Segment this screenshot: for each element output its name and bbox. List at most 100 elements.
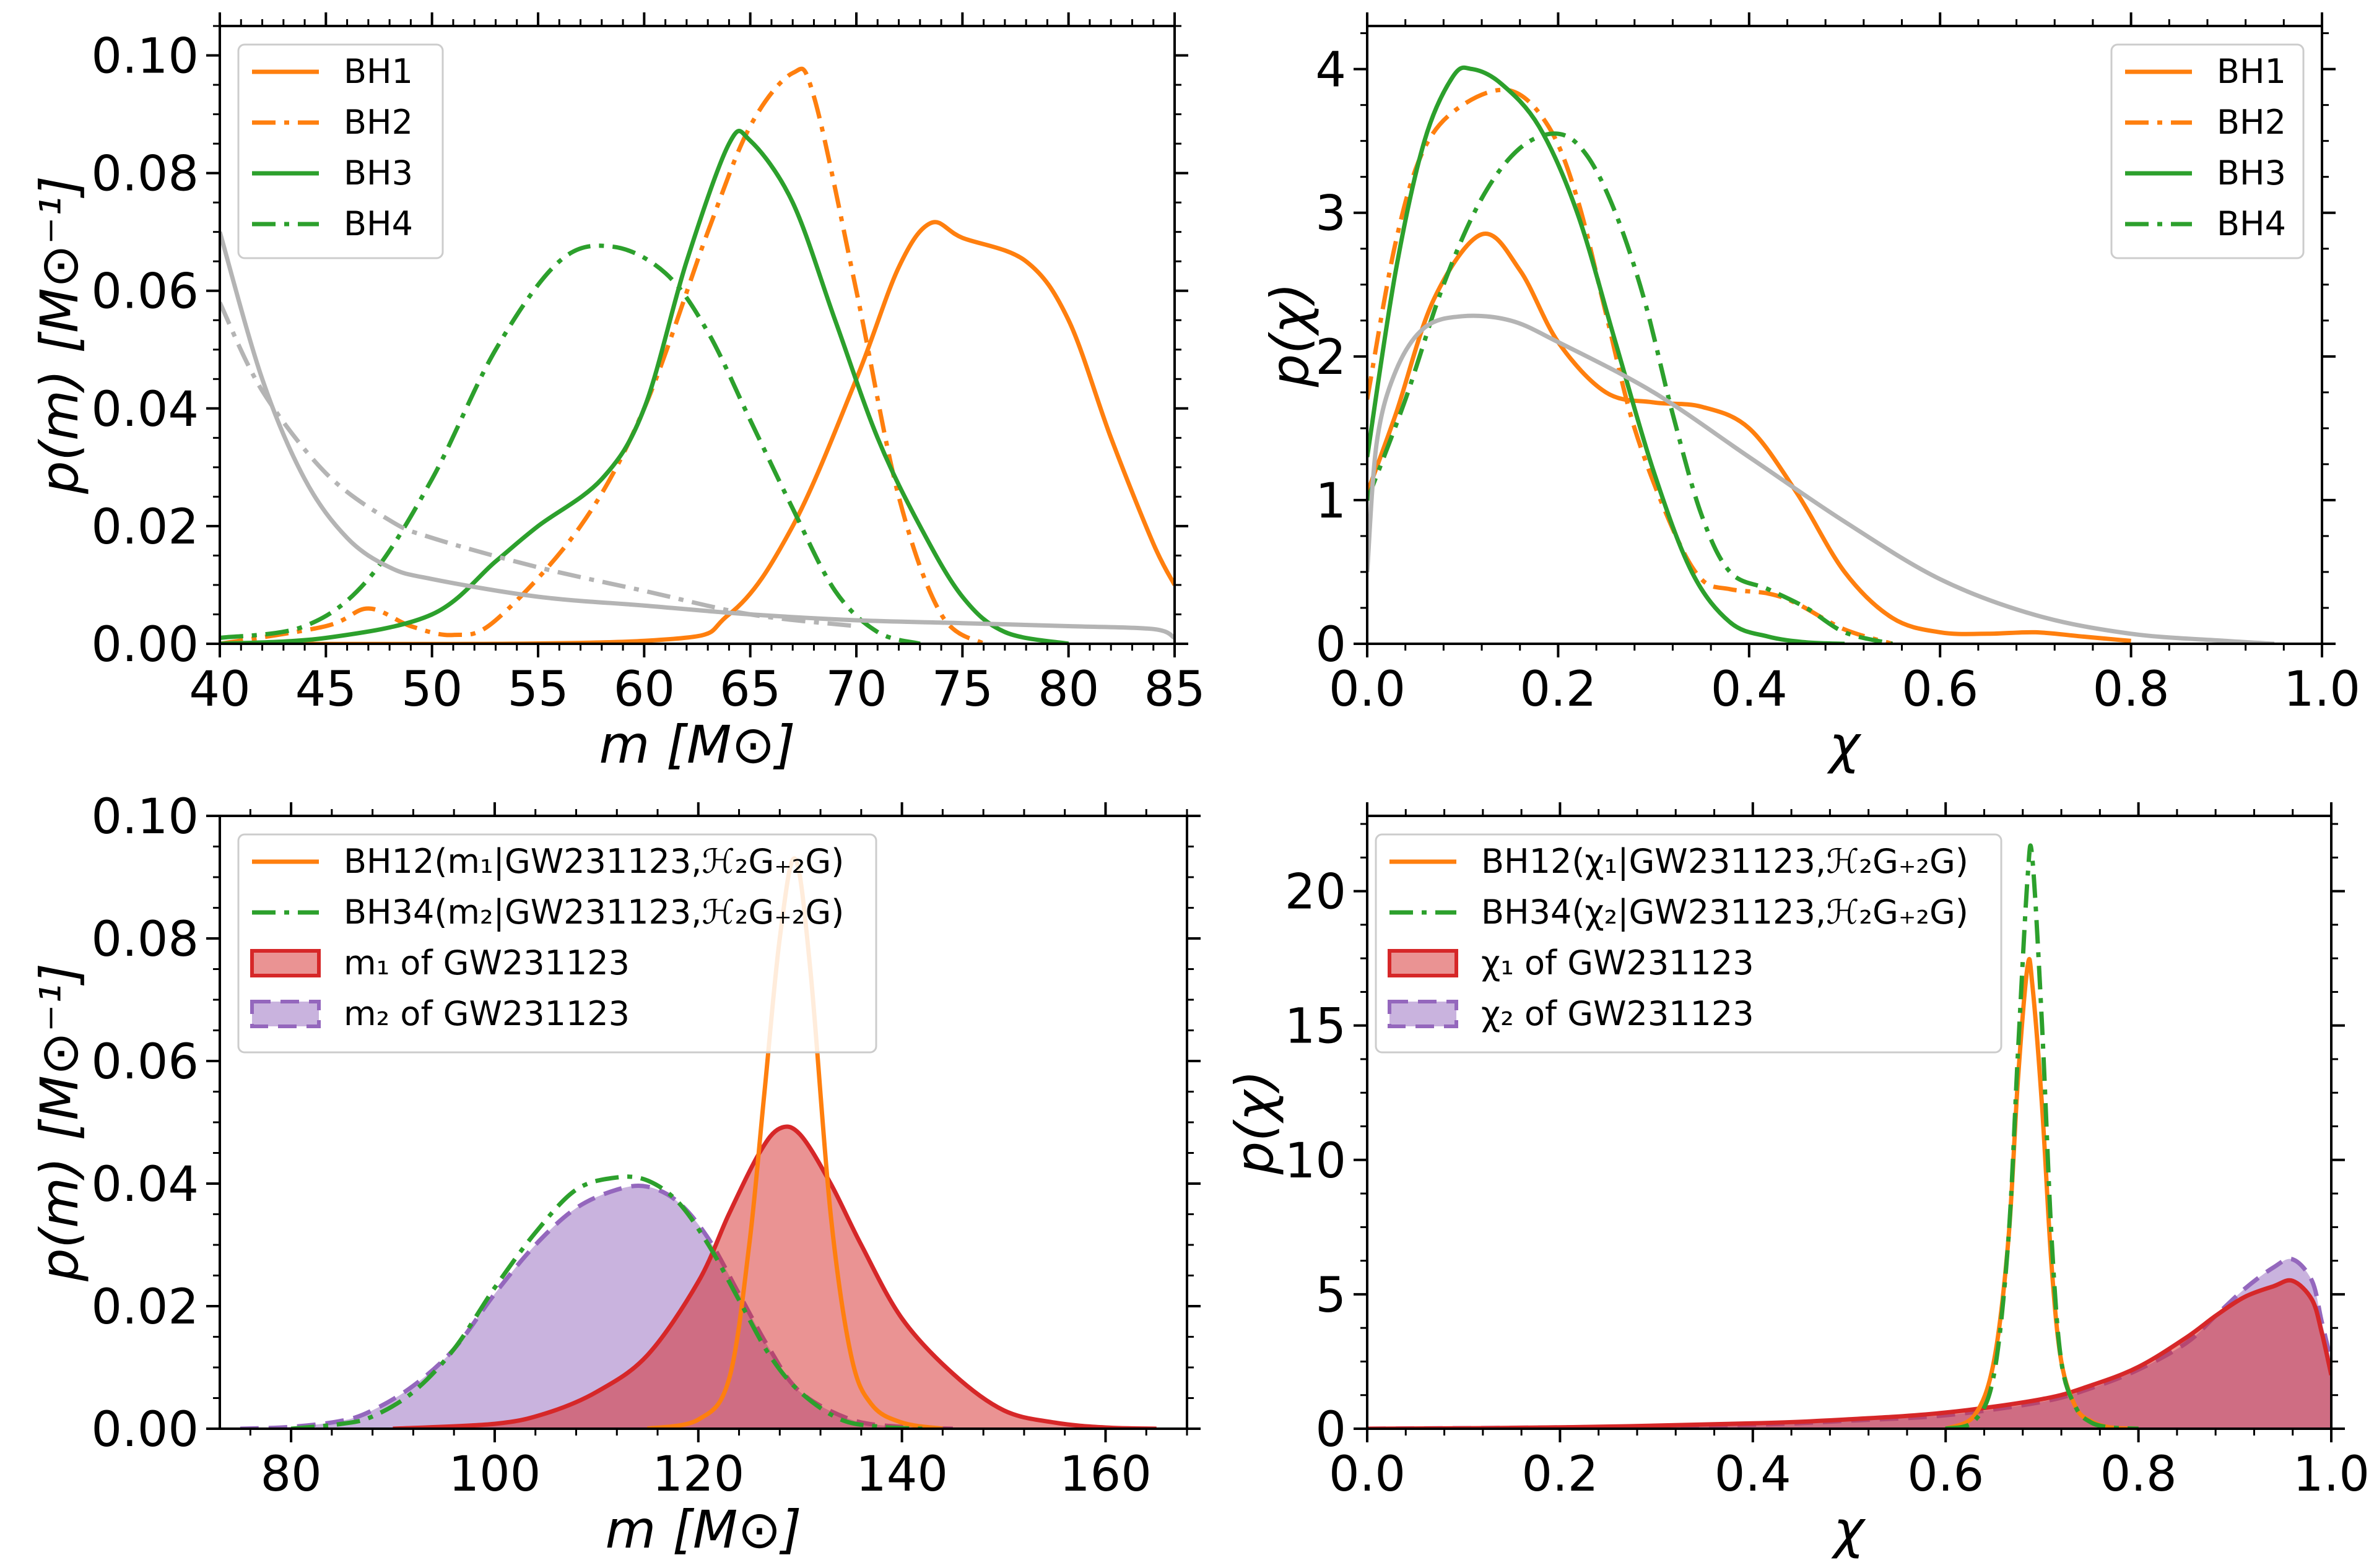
x-tick-label: 50: [401, 662, 463, 717]
y-tick-label: 0.06: [91, 1034, 199, 1090]
y-tick-label: 15: [1285, 999, 1346, 1055]
x-tick-label: 140: [856, 1447, 948, 1502]
series-line-1: [220, 66, 985, 644]
x-tick-label: 0.4: [1715, 1447, 1791, 1502]
legend-patch: [250, 949, 321, 977]
x-tick-label: 0.0: [1329, 662, 1406, 717]
y-axis-label: p(m) [M⊙⁻¹]: [29, 963, 90, 1282]
series-line-0: [1367, 232, 2131, 643]
axes-frame: [1366, 25, 2323, 645]
legend-label: χ₂ of GW231123: [1481, 994, 1754, 1033]
legend: BH1 BH2 BH3 BH4: [2110, 43, 2305, 259]
y-tick-label: 0.04: [91, 1157, 199, 1213]
panel-spin-gw231123: 0.0 0.2 0.4 0.6 0.8 1.0 0 5 10 15 20 χ p(χ) BH12(χ₁|G…: [1224, 802, 2370, 1560]
x-axis-label: χ: [1831, 1499, 1866, 1560]
legend-label: χ₁ of GW231123: [1481, 943, 1754, 982]
plot-area: [220, 66, 1175, 644]
y-tick-label: 0.08: [91, 912, 199, 968]
x-axis-label: m [M⊙]: [606, 1499, 802, 1560]
series-line-0: [240, 1184, 953, 1429]
legend-label: BH12(m₁|GW231123,ℋ₂G₊₂G): [344, 842, 844, 881]
x-tick-label: 0.8: [2100, 1447, 2177, 1502]
y-tick-label: 0.02: [91, 500, 199, 555]
series-line-3: [220, 243, 921, 644]
legend-label: BH12(χ₁|GW231123,ℋ₂G₊₂G): [1481, 842, 1968, 881]
legend: BH12(m₁|GW231123,ℋ₂G₊₂G) BH34(m₂|GW231123…: [237, 833, 877, 1054]
series-line-4: [1367, 313, 2275, 644]
legend-label: BH4: [2217, 204, 2286, 243]
series-line-3: [290, 1174, 923, 1429]
y-tick-label: 5: [1315, 1268, 1346, 1323]
y-axis-label: p(χ): [1259, 283, 1320, 388]
x-tick-label: 40: [189, 662, 250, 717]
x-tick-label: 0.2: [1520, 662, 1596, 717]
series-line-1: [1367, 87, 1894, 644]
x-tick-label: 1.0: [2284, 662, 2360, 717]
x-tick-label: 80: [1038, 662, 1099, 717]
legend-label: BH3: [2217, 154, 2286, 193]
series-line-1: [1367, 1278, 2331, 1429]
y-tick-label: 0: [1315, 617, 1346, 673]
series-line-1: [393, 1124, 1157, 1429]
series-line-3: [1367, 131, 1893, 644]
x-tick-label: 70: [825, 662, 887, 717]
legend: BH1 BH2 BH3 BH4: [237, 43, 444, 259]
x-tick-label: 0.0: [1329, 1447, 1406, 1502]
y-tick-label: 0.04: [91, 382, 199, 438]
series-line-2: [220, 129, 1069, 644]
legend: BH12(χ₁|GW231123,ℋ₂G₊₂G) BH34(χ₂|GW231123…: [1375, 833, 2002, 1054]
series-fill-1: [1367, 1280, 2331, 1429]
legend-label: BH2: [344, 103, 413, 142]
y-tick-label: 0.10: [91, 29, 199, 85]
panel-mass-bh: 40 45 50 55 60 65 70 75 80 85 0.00 0.02 0.04 0.06 0.08…: [29, 12, 1206, 775]
x-tick-label: 1.0: [2293, 1447, 2370, 1502]
legend-label: m₁ of GW231123: [344, 943, 630, 982]
x-axis-label: χ: [1827, 714, 1862, 775]
x-tick-label: 45: [295, 662, 357, 717]
x-tick-label: 120: [652, 1447, 744, 1502]
x-tick-label: 160: [1059, 1447, 1152, 1502]
legend-patch: [1388, 1000, 1458, 1028]
y-tick-label: 0.00: [91, 1402, 199, 1458]
x-tick-label: 100: [448, 1447, 541, 1502]
y-axis-label: p(m) [M⊙⁻¹]: [29, 176, 90, 495]
y-tick-label: 4: [1315, 43, 1346, 98]
y-tick-label: 0.02: [91, 1280, 199, 1335]
legend-frame: [1375, 833, 2002, 1054]
panel-mass-gw231123: 80 100 120 140 160 0.00 0.02 0.04 0.06 0.08 0.10 m …: [29, 789, 1201, 1560]
legend-label: BH3: [344, 154, 413, 193]
series-line-0: [220, 220, 1175, 644]
series-line-4: [220, 231, 1175, 640]
x-tick-label: 65: [720, 662, 781, 717]
y-axis-label: p(χ): [1224, 1070, 1285, 1176]
y-tick-label: 0.00: [91, 617, 199, 673]
y-tick-label: 0: [1315, 1402, 1346, 1458]
legend-label: BH4: [344, 204, 413, 243]
legend-label: BH2: [2217, 103, 2286, 142]
series-line-3: [1945, 843, 2139, 1429]
y-tick-label: 0.06: [91, 264, 199, 320]
legend-frame: [237, 833, 877, 1054]
axes-frame: [1366, 815, 2333, 1430]
y-tick-label: 2: [1315, 330, 1346, 386]
y-tick-label: 1: [1315, 474, 1346, 529]
series-fill-1: [393, 1126, 1157, 1429]
x-tick-label: 55: [507, 662, 568, 717]
legend-frame: [237, 43, 444, 259]
legend-frame: [2110, 43, 2305, 259]
y-tick-label: 10: [1285, 1133, 1346, 1189]
x-tick-label: 85: [1144, 662, 1205, 717]
axes-frame: [219, 25, 1176, 645]
x-tick-label: 0.6: [1902, 662, 1978, 717]
panel-spin-bh: 0.0 0.2 0.4 0.6 0.8 1.0 0 1 2 3 4 χ p(χ) BH1 BH2 BH3 BH4: [1259, 12, 2360, 775]
x-axis-label: m [M⊙]: [599, 714, 796, 775]
legend-label: BH34(χ₂|GW231123,ℋ₂G₊₂G): [1481, 893, 1968, 932]
legend-label: BH1: [344, 52, 413, 91]
y-tick-label: 3: [1315, 186, 1346, 242]
x-tick-label: 0.6: [1907, 1447, 1984, 1502]
legend-label: BH1: [2217, 52, 2286, 91]
y-tick-label: 20: [1285, 865, 1346, 920]
x-tick-label: 60: [614, 662, 675, 717]
y-tick-label: 0.08: [91, 147, 199, 202]
